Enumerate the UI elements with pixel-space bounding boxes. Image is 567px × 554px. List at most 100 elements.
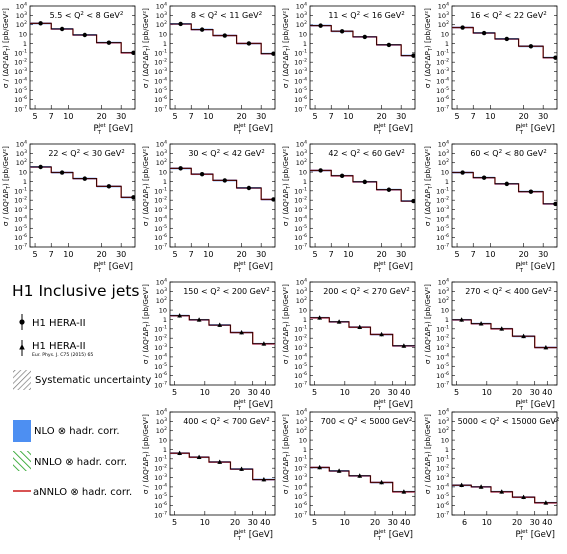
x-tick-label: 7: [189, 112, 194, 121]
chart-panel: 10410310210110-110-210-310-410-510-610-7…: [1, 140, 136, 274]
panel-q2-label: 400 < Q2 < 700 GeV2: [183, 417, 270, 426]
panel-q2-label: 270 < Q2 < 400 GeV2: [465, 287, 552, 296]
y-axis-label: σ / (ΔQ²ΔPT) [pb/GeV²]: [141, 414, 152, 494]
y-tick-label: 10-1: [436, 454, 449, 463]
data-point: [411, 53, 415, 58]
y-tick-label: 10-2: [436, 334, 449, 343]
y-tick-label: 10-6: [294, 371, 307, 380]
chart-panel: 10410310210110-110-210-310-410-510-610-7…: [281, 140, 416, 274]
x-tick-label: 30: [256, 112, 266, 121]
y-tick-label: 10: [159, 437, 167, 445]
data-point: [481, 175, 487, 180]
y-tick-label: 10-2: [436, 196, 449, 205]
x-tick-label: 5: [313, 112, 318, 121]
plot-frame: [309, 281, 416, 386]
y-tick-label: 10: [299, 169, 307, 177]
legend-circle-marker: [19, 319, 25, 325]
y-tick-label: 10-2: [294, 58, 307, 67]
plot-frame: [29, 143, 136, 248]
histograms: [310, 23, 415, 58]
x-tick-label: 5: [33, 250, 38, 259]
x-tick-label: 7: [49, 250, 54, 259]
chart-panel: 10410310210110-110-210-310-410-510-610-7…: [141, 408, 276, 542]
x-axis-label: Pjet T [GeV]: [373, 529, 413, 542]
y-axis-label: σ / (ΔQ²ΔPT) [pb/GeV²]: [281, 8, 292, 88]
data-point: [543, 344, 549, 350]
y-axis-label: σ / (ΔQ²ΔPT) [pb/GeV²]: [281, 414, 292, 494]
histograms: [30, 21, 135, 56]
data-point: [504, 36, 509, 42]
panel-q2-label: 11 < Q2 < 16 GeV2: [328, 11, 404, 20]
y-tick-label: 10-6: [154, 95, 167, 104]
legend-blue-swatch: [13, 420, 31, 442]
legend-title: H1 Inclusive jets: [12, 282, 140, 300]
x-axis-label: Pjet T [GeV]: [233, 529, 273, 542]
x-axis-label: Pjet T [GeV]: [233, 261, 273, 274]
x-tick-label: 20: [230, 518, 240, 527]
data-point: [499, 326, 505, 331]
y-tick-label: 10-6: [154, 371, 167, 380]
y-tick-label: 10-2: [14, 58, 27, 67]
y-tick-label: 10-4: [154, 482, 167, 491]
data-point: [106, 184, 112, 189]
x-tick-label: 20: [519, 112, 529, 121]
chart-panels: 10410310210110-110-210-310-410-510-610-7…: [1, 2, 559, 543]
y-tick-label: 10-3: [14, 67, 27, 76]
y-tick-label: 10-6: [436, 95, 449, 104]
y-tick-label: 104: [438, 140, 449, 149]
data-point: [59, 26, 65, 32]
data-point: [459, 482, 465, 488]
x-tick-label: 10: [340, 518, 350, 527]
data-point: [59, 170, 65, 175]
chart-panel: 10410310210110-110-210-310-410-510-610-7…: [141, 278, 276, 412]
y-tick-label: 103: [296, 149, 307, 158]
data-point: [336, 468, 342, 473]
y-tick-label: 10-7: [436, 243, 449, 252]
y-tick-label: 1: [163, 40, 167, 48]
data-point: [339, 173, 345, 179]
x-axis-label: Pjet T [GeV]: [373, 261, 413, 274]
y-tick-label: 10-1: [154, 454, 167, 463]
legend-label: H1 HERA-II: [32, 341, 86, 352]
y-tick-label: 10-1: [294, 454, 307, 463]
y-tick-label: 10-5: [14, 224, 27, 233]
data-point: [261, 341, 267, 346]
x-axis-label: Pjet T [GeV]: [373, 123, 413, 136]
legend-item-nlo: NLO ⊗ hadr. corr.: [13, 420, 120, 442]
histograms: [452, 170, 557, 207]
y-tick-label: 102: [156, 158, 167, 167]
data-point: [82, 32, 87, 38]
plot-frame: [169, 143, 276, 248]
y-axis-label: σ / (ΔQ²ΔPT) [pb/GeV²]: [1, 8, 12, 88]
chart-panel: 10410310210110-110-210-310-410-510-610-7…: [423, 2, 558, 136]
data-point: [246, 41, 252, 46]
y-axis-label: σ / (ΔQ²ΔPT) [pb/GeV²]: [423, 414, 434, 494]
panel-q2-label: 8 < Q2 < 11 GeV2: [191, 11, 262, 20]
y-tick-label: 10-2: [436, 58, 449, 67]
y-tick-label: 10-6: [14, 95, 27, 104]
y-tick-label: 10-2: [294, 334, 307, 343]
y-tick-label: 10-2: [294, 196, 307, 205]
x-tick-label: 5: [312, 518, 317, 527]
x-tick-label: 40: [260, 518, 270, 527]
y-tick-label: 10: [441, 437, 449, 445]
x-axis-label: Pjet T [GeV]: [515, 261, 555, 274]
y-tick-label: 10-4: [154, 352, 167, 361]
y-tick-label: 10-2: [154, 464, 167, 473]
y-tick-label: 10-4: [14, 76, 27, 85]
x-tick-label: 30: [396, 112, 406, 121]
y-tick-label: 10-1: [436, 186, 449, 195]
data-point: [528, 44, 534, 49]
data-point: [521, 333, 526, 339]
y-tick-label: 104: [156, 2, 167, 11]
histograms: [452, 482, 557, 505]
x-tick-label: 7: [329, 250, 334, 259]
x-tick-label: 10: [482, 518, 492, 527]
x-axis-label: Pjet T [GeV]: [93, 261, 133, 274]
data-point: [504, 181, 509, 187]
y-tick-label: 10: [159, 31, 167, 39]
y-axis-label: σ / (ΔQ²ΔPT) [pb/GeV²]: [1, 146, 12, 226]
y-tick-label: 10-4: [436, 214, 449, 223]
data-point: [38, 164, 43, 170]
y-tick-label: 1: [23, 178, 27, 186]
